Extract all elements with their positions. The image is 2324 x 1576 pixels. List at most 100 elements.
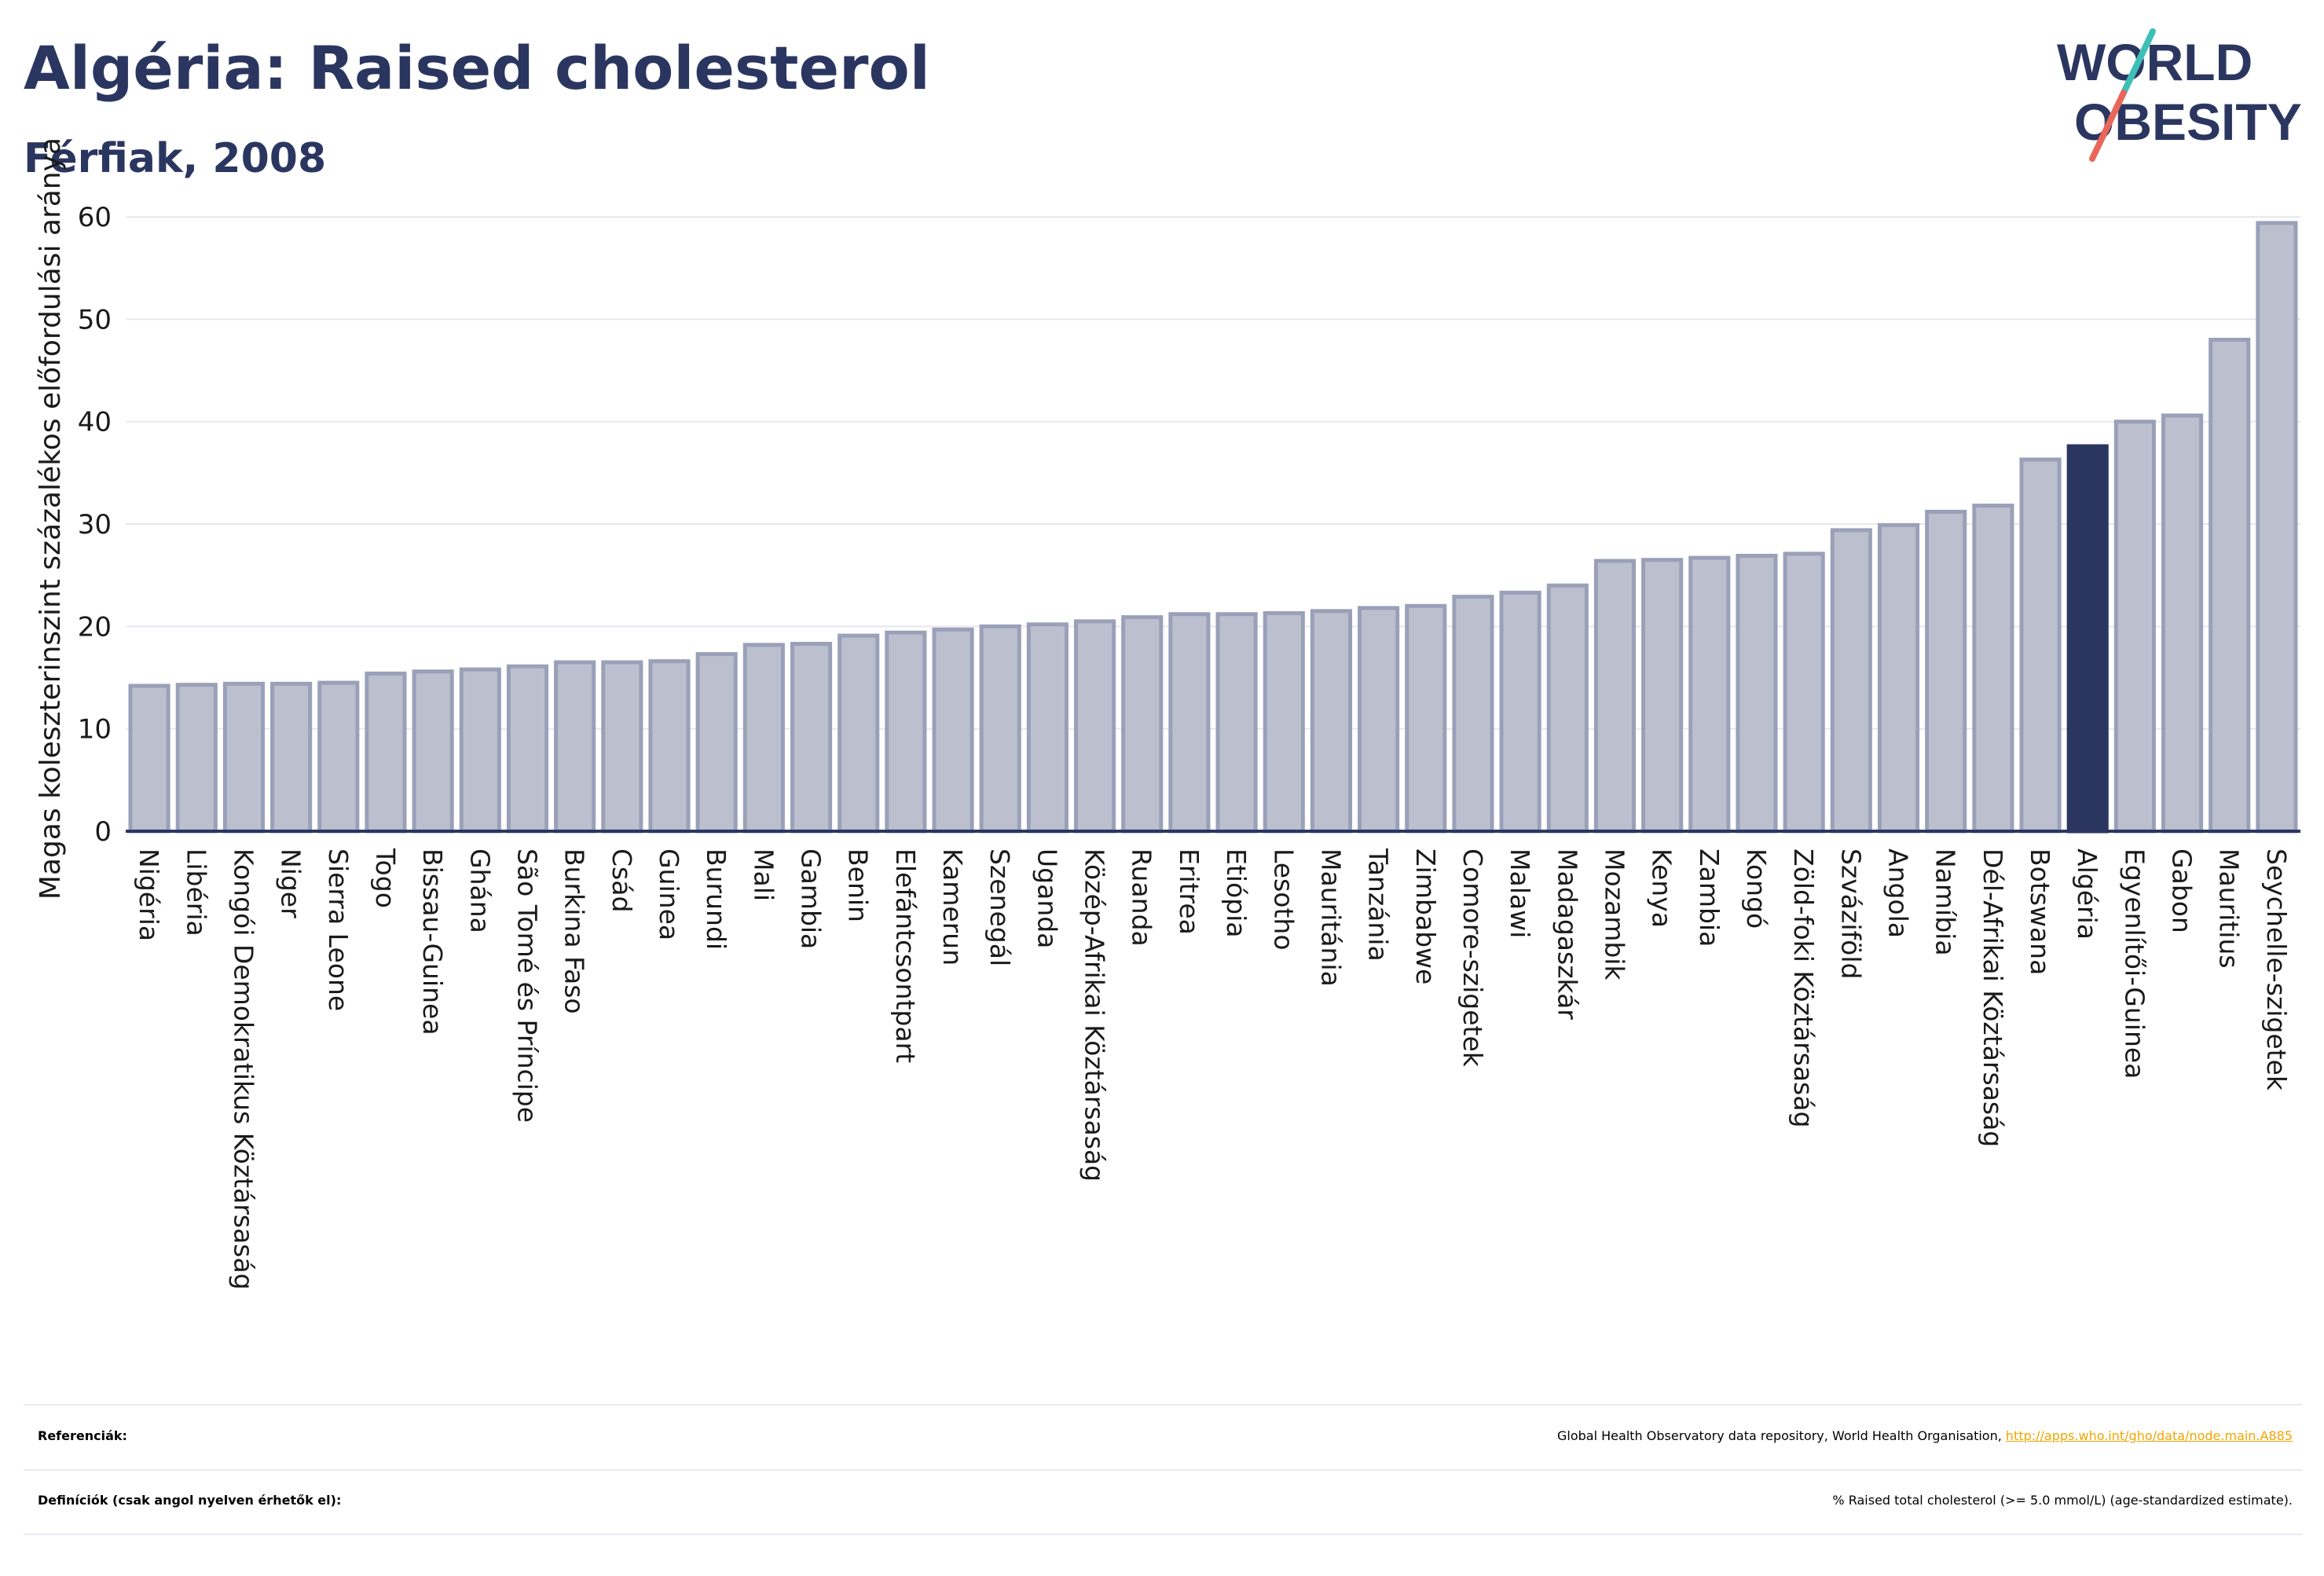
x-tick-label: Zöld-foki Köztársaság	[1788, 848, 1819, 1127]
y-tick-label: 30	[78, 509, 112, 541]
y-tick-label: 10	[78, 714, 112, 746]
x-tick-label: Kenya	[1647, 848, 1677, 928]
references-row: Referenciák: Global Health Observatory d…	[24, 1411, 2302, 1474]
bar[interactable]	[1688, 555, 1731, 834]
x-tick-label: Nigéria	[134, 848, 164, 941]
bar[interactable]	[2019, 457, 2062, 834]
bar[interactable]	[1877, 522, 1920, 834]
bar[interactable]	[695, 652, 738, 834]
y-tick-label: 40	[78, 407, 112, 438]
bar[interactable]	[554, 660, 596, 834]
bar[interactable]	[1972, 504, 2014, 834]
bar[interactable]	[1925, 509, 1967, 834]
bar[interactable]	[1263, 610, 1305, 834]
bar[interactable]	[1073, 619, 1116, 834]
bar[interactable]	[506, 664, 549, 834]
x-tick-label: Lesotho	[1268, 848, 1299, 951]
bar[interactable]	[1215, 612, 1258, 834]
y-tick-label: 60	[78, 202, 112, 233]
bar[interactable]	[1358, 606, 1400, 834]
references-text: Global Health Observatory data repositor…	[1557, 1428, 2006, 1443]
references-label: Referenciák:	[38, 1428, 127, 1443]
bar[interactable]	[1310, 609, 1353, 834]
references-value: Global Health Observatory data repositor…	[1557, 1428, 2293, 1443]
x-tick-label: Libéria	[181, 848, 211, 936]
x-tick-label: Dél-Afrikai Köztársaság	[1978, 848, 2008, 1147]
bar[interactable]	[222, 681, 266, 834]
x-tick-label: Mauritánia	[1315, 848, 1346, 987]
x-tick-label: Benin	[843, 848, 874, 922]
bars	[128, 221, 2298, 834]
bar[interactable]	[1499, 590, 1541, 834]
bar[interactable]	[365, 671, 407, 834]
bar[interactable]	[317, 680, 360, 834]
bar[interactable]	[601, 660, 643, 834]
y-tick-label: 50	[78, 304, 112, 335]
x-tick-label: Mozambik	[1599, 848, 1629, 980]
x-tick-label: Szenegál	[984, 848, 1015, 966]
x-tick-label: Eritrea	[1174, 848, 1204, 935]
x-tick-label: Mauritius	[2214, 848, 2245, 969]
y-tick-label: 20	[78, 611, 112, 643]
definitions-label: Definíciók (csak angol nyelven érhetők e…	[38, 1493, 342, 1508]
x-tick-label: São Tomé és Príncipe	[511, 848, 542, 1123]
x-tick-label: Botswana	[2025, 848, 2055, 975]
bar[interactable]	[648, 659, 691, 834]
bar[interactable]	[838, 633, 880, 834]
bar[interactable]	[1546, 583, 1589, 834]
bar[interactable]	[742, 643, 785, 834]
x-tick-label: Kongói Demokratikus Köztársaság	[228, 848, 258, 1290]
bar[interactable]	[2161, 413, 2204, 834]
x-tick-label: Kongó	[1741, 848, 1772, 929]
bar[interactable]	[412, 669, 454, 834]
bar[interactable]	[270, 681, 313, 834]
bar[interactable]	[1593, 559, 1637, 834]
x-tick-label: Algéria	[2072, 848, 2102, 940]
x-tick-label: Comore-szigetek	[1457, 848, 1488, 1068]
bar[interactable]	[1830, 528, 1872, 834]
x-tick-label: Namíbia	[1930, 848, 1961, 956]
y-tick-labels: 0 10 20 30 40 50 60	[78, 202, 112, 848]
bar[interactable]	[2209, 337, 2251, 834]
bar[interactable]	[1405, 603, 1447, 834]
bar[interactable]	[1641, 558, 1684, 834]
x-tick-label: Ruanda	[1127, 848, 1157, 947]
bar[interactable]	[932, 627, 974, 834]
x-tick-label: Guinea	[654, 848, 684, 940]
x-tick-label: Tanzánia	[1363, 848, 1394, 962]
x-tick-label: Kamerun	[937, 848, 968, 966]
bar[interactable]	[175, 683, 218, 834]
x-tick-label: Angola	[1883, 848, 1914, 938]
x-tick-label: Seychelle-szigetek	[2261, 848, 2292, 1091]
world-obesity-logo: WORLD OBESITY	[2043, 24, 2310, 165]
bar[interactable]	[459, 667, 501, 834]
bar[interactable]	[1026, 622, 1069, 834]
bar[interactable]	[1168, 612, 1211, 834]
bar[interactable]	[1452, 595, 1494, 834]
x-tick-label: Etiópia	[1221, 848, 1252, 938]
bar[interactable]	[2113, 420, 2156, 834]
x-tick-label: Zambia	[1694, 848, 1725, 947]
bar[interactable]	[979, 624, 1021, 834]
bar[interactable]	[790, 642, 833, 834]
bar[interactable]	[128, 684, 170, 834]
definitions-value: % Raised total cholesterol (>= 5.0 mmol/…	[1832, 1493, 2293, 1508]
bar-chart: 0 10 20 30 40 50 60 Nigéria Libéria Kongói Demok…	[35, 137, 2300, 1290]
bar[interactable]	[1736, 553, 1778, 834]
x-tick-label: Szváziföld	[1835, 848, 1866, 979]
references-link[interactable]: http://apps.who.int/gho/data/node.main.A…	[2005, 1428, 2293, 1443]
bar[interactable]	[2256, 221, 2298, 834]
logo-line-1: WORLD	[2057, 33, 2253, 91]
x-tick-label: Uganda	[1032, 848, 1062, 948]
bar-highlighted[interactable]	[2066, 444, 2109, 834]
x-tick-label: Közép-Afrikai Köztársaság	[1080, 848, 1110, 1182]
x-tick-label: Burundi	[701, 848, 731, 950]
x-tick-label: Burkina Faso	[559, 848, 590, 1014]
bar[interactable]	[1783, 552, 1825, 834]
x-tick-label: Sierra Leone	[323, 848, 354, 1011]
page-title: Algéria: Raised cholesterol	[24, 33, 930, 103]
x-tick-label: Zimbabwe	[1410, 848, 1441, 984]
bar[interactable]	[885, 630, 927, 834]
definitions-row: Definíciók (csak angol nyelven érhetők e…	[24, 1475, 2302, 1538]
bar[interactable]	[1121, 615, 1164, 834]
